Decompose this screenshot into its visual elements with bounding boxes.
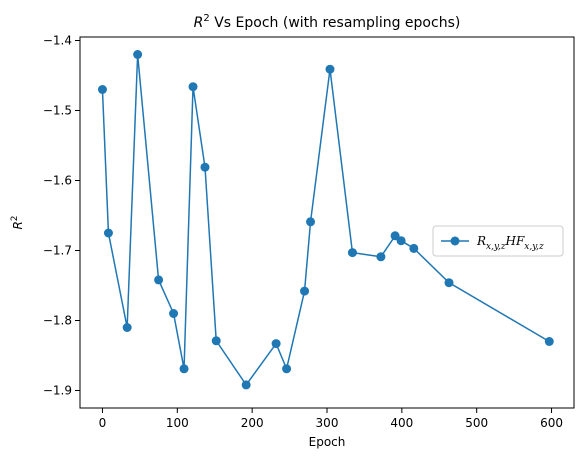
legend-marker [450,236,460,246]
data-point [103,228,113,238]
x-axis-label: Epoch [309,435,346,449]
data-point [169,309,179,318]
y-tick-label: −1.6 [43,174,72,188]
y-tick-label: −1.5 [43,104,72,118]
x-tick-label: 0 [99,416,107,430]
data-point [282,364,292,374]
x-tick-label: 500 [465,416,488,430]
x-tick-label: 200 [241,416,264,430]
data-point [271,339,281,349]
data-point [133,50,143,59]
x-tick-label: 600 [540,416,563,430]
data-point [325,64,335,74]
y-axis: −1.9 −1.8 −1.7 −1.6 −1.5 −1.4 [43,34,80,398]
y-tick-label: −1.7 [43,244,72,258]
data-point [179,364,189,374]
legend-label: Rx,y,zHFx,y,z [476,234,544,252]
series-line [101,54,550,387]
data-point [188,82,198,92]
y-axis-label: R2 [10,215,25,229]
data-point [97,85,107,94]
data-point [211,336,221,346]
data-point [241,380,251,390]
legend-box [432,225,564,257]
data-point [347,248,357,258]
legend: Rx,y,zHFx,y,z [432,225,564,257]
data-point [300,286,310,296]
x-tick-label: 400 [390,416,413,430]
data-point [444,278,454,288]
x-tick-label: 300 [316,416,339,430]
data-point [154,275,164,285]
data-point [376,252,386,262]
data-point [396,236,406,246]
chart-title: R2 Vs Epoch (with resampling epochs) [194,13,461,31]
x-tick-label: 100 [166,416,189,430]
y-tick-label: −1.4 [43,34,72,48]
data-point [544,337,554,346]
data-point [409,243,419,253]
data-point [200,162,210,172]
series-layer [97,50,554,390]
data-point [306,217,316,227]
data-point [122,323,132,332]
y-tick-label: −1.8 [43,314,72,328]
y-tick-label: −1.9 [43,384,72,398]
x-axis: 0 100 200 300 400 500 600 [99,408,563,430]
data-point [390,231,400,241]
